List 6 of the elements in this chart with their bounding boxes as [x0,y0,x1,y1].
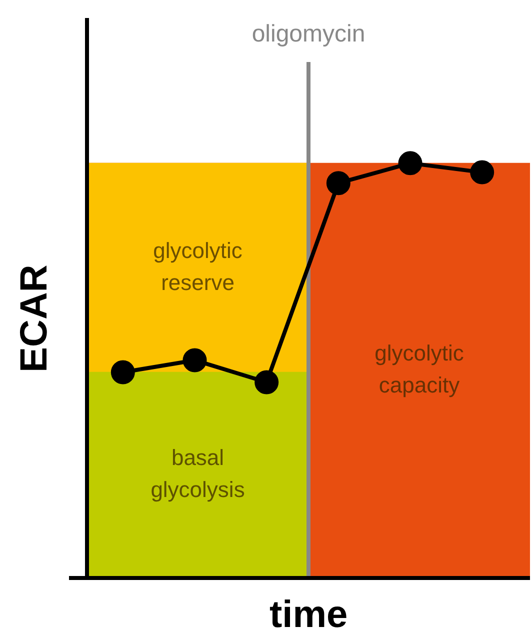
series-label: basal glycolysis [150,445,245,502]
y-axis-title: ECAR [13,264,56,372]
x-axis-title: time [270,594,348,637]
text: oligomycin [252,20,366,48]
series-label: glycolytic capacity [374,340,464,398]
series-label: glycolytic reserve [153,238,242,295]
